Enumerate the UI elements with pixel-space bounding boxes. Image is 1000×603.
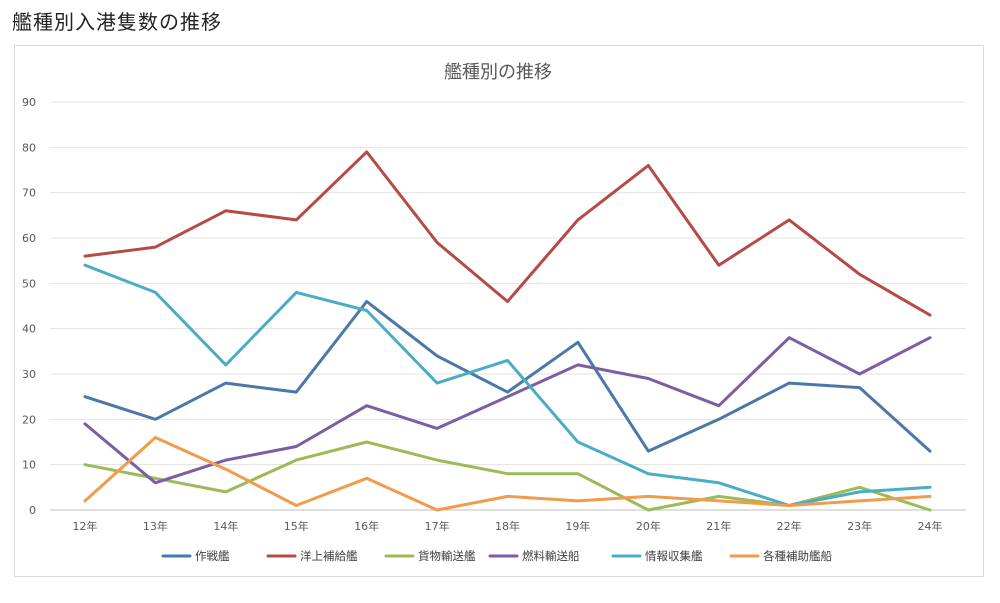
legend-item: 作戦艦 (161, 549, 230, 563)
y-tick-label: 80 (22, 141, 36, 154)
y-tick-label: 10 (22, 459, 36, 472)
x-tick-label: 15年 (284, 519, 309, 533)
x-tick-label: 16年 (354, 519, 379, 533)
legend: 作戦艦 洋上補給艦 貨物輸送艦 燃料輸送船 情報収集艦 各種補助艦船 (161, 549, 832, 563)
legend-item: 各種補助艦船 (729, 549, 832, 563)
series-line-0 (83, 300, 932, 453)
legend-label: 洋上補給艦 (300, 549, 358, 563)
x-tick-label: 14年 (213, 519, 238, 533)
legend-label: 燃料輸送船 (522, 549, 580, 563)
legend-label: 各種補助艦船 (763, 549, 832, 563)
gridlines (50, 101, 966, 511)
y-tick-label: 90 (22, 96, 36, 109)
page-heading: 艦種別入港隻数の推移 (12, 10, 222, 34)
x-tick-label: 19年 (565, 519, 590, 533)
x-tick-label: 20年 (636, 519, 661, 533)
x-tick-label: 12年 (73, 519, 98, 533)
x-tick-label: 23年 (847, 519, 872, 533)
x-axis-ticks: 12年 13年 14年 15年 16年 17年 18年 19年 20年 21年 22年 23年 24年 (73, 519, 943, 533)
y-tick-label: 50 (22, 277, 36, 290)
y-tick-label: 20 (22, 413, 36, 426)
y-tick-label: 30 (22, 368, 36, 381)
x-tick-label: 24年 (918, 519, 943, 533)
series-line-3 (83, 336, 932, 485)
y-tick-label: 60 (22, 232, 36, 245)
legend-item: 情報収集艦 (611, 549, 703, 563)
legend-item: 燃料輸送船 (488, 549, 580, 563)
chart-title: 艦種別の推移 (444, 62, 552, 83)
legend-item: 貨物輸送艦 (384, 549, 476, 563)
series-line-1 (83, 150, 932, 317)
legend-label: 作戦艦 (195, 549, 230, 563)
x-tick-label: 18年 (495, 519, 520, 533)
series-line-2 (83, 440, 932, 512)
chart-frame (14, 45, 984, 577)
x-tick-label: 13年 (143, 519, 168, 533)
x-tick-label: 17年 (425, 519, 450, 533)
y-tick-label: 0 (29, 504, 36, 517)
legend-item: 洋上補給艦 (266, 549, 358, 563)
y-tick-label: 40 (22, 323, 36, 336)
y-axis-ticks: 0 10 20 30 40 50 60 70 80 90 (22, 96, 36, 517)
series-line-5 (83, 436, 932, 512)
series-lines (83, 150, 932, 512)
legend-label: 貨物輸送艦 (418, 549, 476, 563)
x-tick-label: 22年 (777, 519, 802, 533)
legend-label: 情報収集艦 (645, 549, 703, 563)
y-tick-label: 70 (22, 187, 36, 200)
x-tick-label: 21年 (706, 519, 731, 533)
